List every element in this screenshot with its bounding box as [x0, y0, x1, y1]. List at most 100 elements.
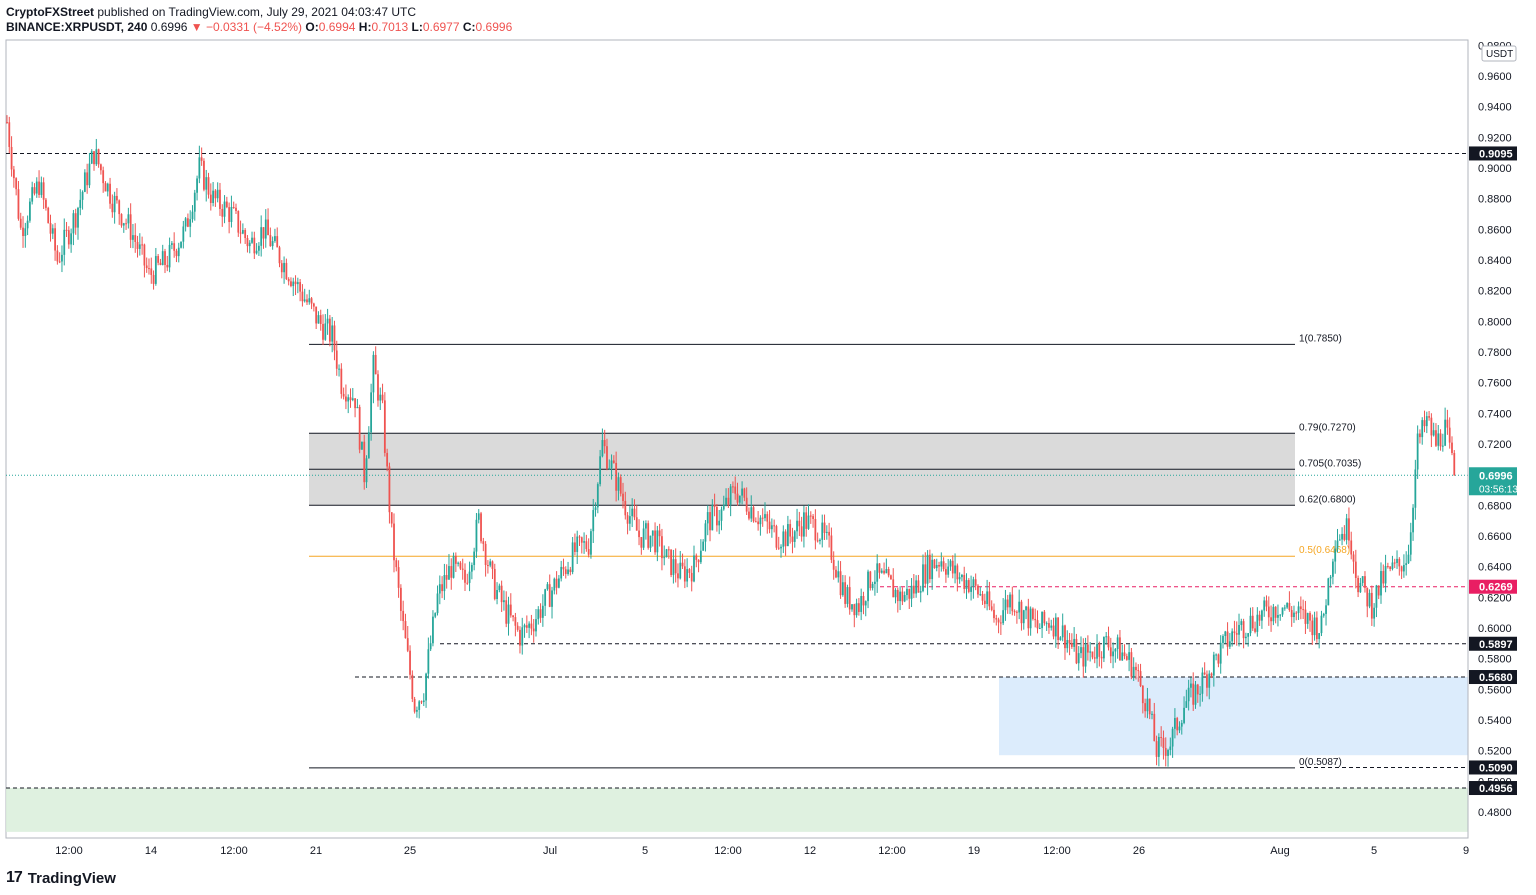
candle-body	[716, 507, 718, 526]
x-tick-label: 14	[145, 845, 157, 857]
candle-body	[349, 397, 352, 401]
candle-body	[1119, 637, 1121, 661]
candle-body	[1162, 737, 1165, 748]
candle-body	[835, 569, 837, 578]
candle-body	[1206, 674, 1208, 688]
x-tick-label: 12:00	[714, 845, 742, 857]
candle-body	[709, 512, 711, 531]
candle-body	[844, 582, 847, 604]
candle-body	[422, 700, 425, 703]
candle-body	[924, 564, 927, 584]
candle-body	[164, 251, 166, 265]
candle-body	[203, 160, 205, 190]
candle-body	[995, 618, 998, 620]
candle-body	[1444, 419, 1447, 446]
candle-body	[1098, 643, 1101, 657]
candle-body	[1345, 518, 1348, 540]
candle-body	[317, 315, 320, 324]
candle-body	[1203, 672, 1206, 675]
candle-body	[191, 211, 194, 220]
candle-body	[1020, 601, 1023, 624]
candle-body	[537, 609, 540, 620]
candle-body	[576, 536, 579, 552]
candle-body	[500, 585, 503, 603]
candle-body	[853, 604, 856, 616]
candle-body	[915, 580, 918, 594]
candle-body	[1263, 600, 1266, 611]
candle-body	[903, 595, 906, 602]
x-tick-label: 26	[1133, 845, 1145, 857]
x-tick-label: 21	[310, 845, 322, 857]
candle-body	[333, 325, 336, 351]
candle-body	[1412, 507, 1414, 533]
candle-body	[1270, 617, 1272, 622]
candle-body	[393, 523, 395, 561]
candle-body	[24, 228, 27, 237]
candle-body	[237, 210, 240, 233]
candle-body	[874, 581, 876, 584]
candle-body	[129, 214, 132, 240]
candle-body	[1352, 554, 1355, 562]
candle-body	[445, 575, 448, 580]
candle-body	[77, 207, 79, 228]
candle-body	[807, 515, 810, 529]
candle-body	[209, 194, 212, 203]
candle-body	[1185, 701, 1188, 708]
candle-body	[429, 643, 432, 650]
candle-body	[649, 535, 652, 548]
candle-body	[706, 512, 709, 524]
candle-body	[17, 189, 20, 219]
x-tick-label: 9	[1463, 845, 1469, 857]
x-tick-label: 19	[968, 845, 980, 857]
candle-body	[388, 466, 391, 513]
candle-body	[1398, 558, 1401, 567]
y-tick-label: 0.7800	[1478, 347, 1512, 359]
candle-body	[180, 241, 182, 248]
candle-body	[1391, 562, 1394, 569]
candle-body	[1441, 445, 1444, 447]
candle-body	[292, 281, 295, 287]
level-badge-bg	[1469, 636, 1517, 651]
candle-body	[750, 507, 753, 519]
candle-body	[416, 709, 418, 712]
candle-body	[1290, 609, 1293, 618]
candle-body	[1130, 652, 1133, 677]
candle-body	[1002, 610, 1005, 624]
candle-body	[745, 497, 748, 512]
candle-body	[1187, 687, 1190, 702]
candle-body	[711, 504, 714, 531]
tradingview-logo-icon: 17	[6, 869, 23, 886]
candle-body	[402, 610, 405, 622]
y-tick-label: 0.7600	[1478, 378, 1512, 390]
candle-body	[221, 208, 224, 217]
fib-label: 0.705(0.7035)	[1299, 458, 1361, 469]
price-change: ▼ −0.0331 (−4.52%)	[190, 20, 303, 34]
candle-body	[1318, 633, 1321, 640]
candle-body	[1029, 608, 1032, 629]
candle-body	[828, 531, 831, 536]
candle-body	[885, 569, 888, 574]
candle-body	[1105, 636, 1108, 638]
candle-body	[1334, 548, 1337, 562]
candle-body	[287, 279, 290, 282]
candle-body	[475, 519, 478, 552]
candle-body	[775, 526, 778, 548]
candle-body	[1384, 566, 1387, 584]
candle-body	[596, 484, 599, 508]
candle-body	[1146, 698, 1149, 712]
candle-body	[248, 242, 251, 247]
level-badge-bg	[1469, 579, 1517, 594]
candle-body	[489, 561, 492, 566]
candle-body	[562, 566, 565, 570]
y-tick-label: 0.9600	[1478, 71, 1512, 83]
candle-body	[809, 515, 812, 517]
candle-body	[727, 497, 730, 505]
candle-body	[1265, 600, 1268, 607]
candle-body	[1272, 606, 1275, 622]
candle-body	[887, 569, 890, 576]
y-tick-label: 0.8000	[1478, 316, 1512, 328]
candle-body	[319, 315, 322, 324]
candle-body	[271, 241, 274, 247]
candle-body	[461, 568, 464, 570]
